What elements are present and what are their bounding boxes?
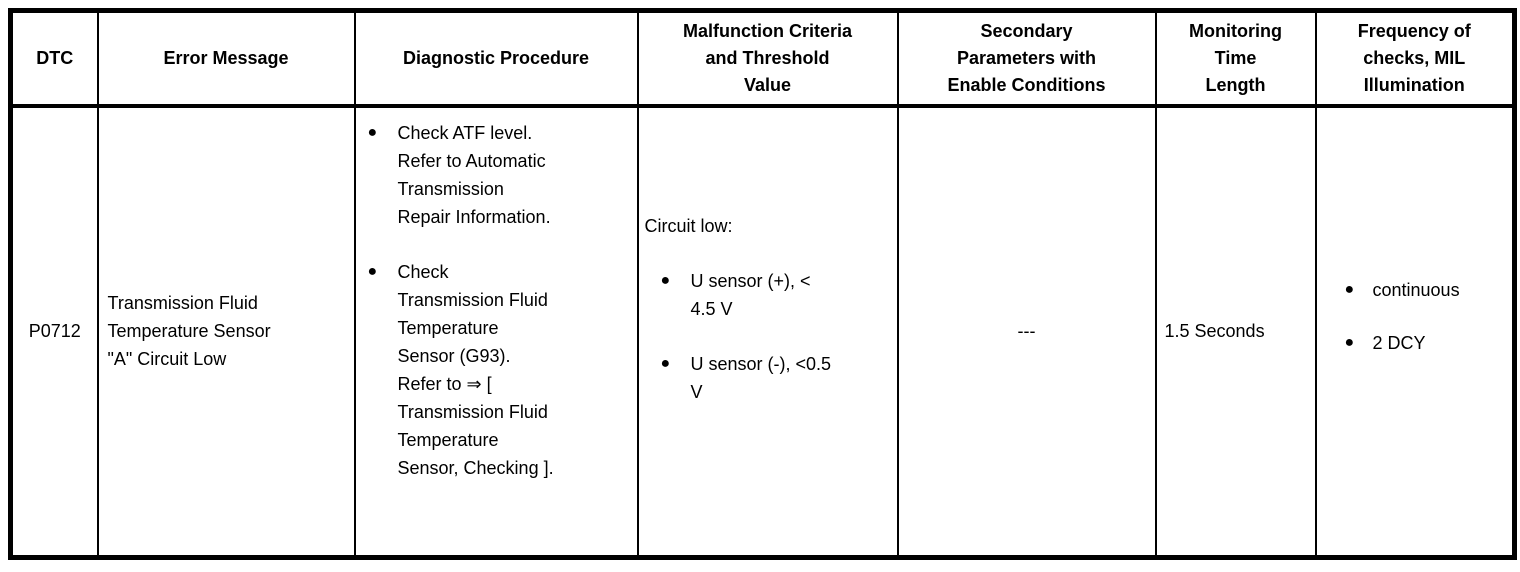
table-row: P0712 Transmission Fluid Temperature Sens…: [9, 104, 1516, 559]
column-header-diagnostic-procedure: Diagnostic Procedure: [353, 9, 639, 108]
column-header-malfunction-criteria: Malfunction Criteria and Threshold Value: [636, 9, 899, 108]
column-header-secondary-parameters: Secondary Parameters with Enable Condition…: [896, 9, 1157, 108]
column-header-monitoring-time: Monitoring Time Length: [1154, 9, 1317, 108]
bullet-item: ● continuous: [1345, 276, 1513, 304]
bullet-icon: ●: [660, 271, 671, 289]
column-header-error-message: Error Message: [96, 9, 356, 108]
malfunction-intro: Circuit low:: [644, 215, 733, 236]
cell-malfunction-criteria: Circuit low: ● U sensor (+), <4.5 V ● U …: [636, 104, 899, 559]
column-header-dtc: DTC: [9, 9, 99, 108]
bullet-item: ● Check ATF level. Refer to Automatic Tran…: [368, 119, 633, 231]
bullet-item: ● U sensor (+), <4.5 V: [661, 267, 895, 323]
diagnostic-step-1: Check ATF level. Refer to Automatic Transm…: [397, 122, 551, 227]
cell-frequency-of-checks: ● continuous ● 2 DCY: [1314, 104, 1516, 559]
frequency-item-1: continuous: [1372, 279, 1460, 300]
bullet-item: ● U sensor (-), <0.5 V: [661, 350, 895, 406]
column-header-frequency-of-checks: Frequency of checks, MIL Illumination: [1314, 9, 1516, 108]
bullet-item: ● Check Transmission Fluid Temperature Sens…: [368, 258, 633, 482]
cell-error-message: Transmission Fluid Temperature Sensor "A" …: [96, 104, 356, 559]
cell-monitoring-time: 1.5 Seconds: [1154, 104, 1317, 559]
cell-secondary-parameters: ---: [896, 104, 1157, 559]
cell-diagnostic-procedure: ● Check ATF level. Refer to Automatic Tran…: [353, 104, 639, 559]
bullet-item: ● 2 DCY: [1345, 329, 1513, 357]
secondary-parameters-value: ---: [1017, 321, 1036, 342]
bullet-icon: ●: [1344, 333, 1355, 351]
bullet-icon: ●: [1344, 280, 1355, 298]
bullet-icon: ●: [367, 123, 378, 141]
dtc-code: P0712: [28, 321, 81, 342]
frequency-item-2: 2 DCY: [1372, 332, 1426, 353]
monitoring-time-value: 1.5 Seconds: [1164, 321, 1265, 342]
bullet-icon: ●: [367, 262, 378, 280]
malfunction-criterion-2: U sensor (-), <0.5 V: [690, 353, 832, 402]
malfunction-list: ● U sensor (+), <4.5 V ● U sensor (-), <…: [645, 267, 895, 406]
diagnostic-step-2: Check Transmission Fluid Temperature Sensor…: [397, 261, 554, 478]
bullet-icon: ●: [660, 354, 671, 372]
dtc-table: DTC Error Message Diagnostic Procedure M…: [8, 8, 1517, 560]
malfunction-criterion-1: U sensor (+), <4.5 V: [690, 270, 811, 319]
header-row: DTC Error Message Diagnostic Procedure M…: [9, 9, 1516, 108]
cell-dtc: P0712: [9, 104, 99, 559]
